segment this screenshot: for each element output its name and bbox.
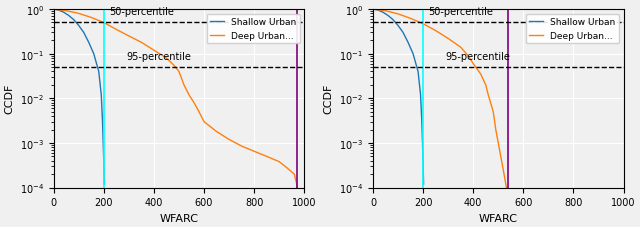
Deep Urban... [504,200,512,202]
Deep Urban... [291,173,298,176]
Y-axis label: CCDF: CCDF [323,84,333,114]
Text: 50-percentile: 50-percentile [109,7,174,17]
Shallow Urban [394,25,402,28]
Shallow Urban [85,42,93,44]
Shallow Urban [389,19,397,22]
Deep Urban... [495,142,502,145]
Deep Urban... [50,9,58,11]
Deep Urban... [138,42,145,44]
Shallow Urban [75,25,83,28]
Shallow Urban [70,19,77,22]
Deep Urban... [163,57,170,60]
Shallow Urban [379,12,387,15]
Deep Urban... [263,155,271,158]
Shallow Urban [90,53,97,56]
Shallow Urban [97,94,105,97]
Deep Urban... [381,10,389,13]
Y-axis label: CCDF: CCDF [4,84,14,114]
Deep Urban... [125,35,132,38]
Shallow Urban [50,9,58,11]
Shallow Urban [404,42,412,44]
Shallow Urban [374,10,382,12]
X-axis label: WFARC: WFARC [159,213,198,223]
Deep Urban... [170,65,178,67]
Deep Urban... [497,155,504,158]
Shallow Urban [95,71,102,74]
Deep Urban... [100,22,108,25]
Deep Urban... [62,10,70,13]
Line: Shallow Urban: Shallow Urban [54,10,104,184]
Deep Urban... [283,166,291,169]
Shallow Urban [399,32,407,35]
Deep Urban... [113,29,120,32]
Shallow Urban [65,15,72,18]
Deep Urban... [432,30,440,33]
Deep Urban... [200,121,208,123]
Deep Urban... [490,111,497,114]
Deep Urban... [75,13,83,16]
Deep Urban... [294,200,302,202]
Deep Urban... [457,47,465,49]
Deep Urban... [195,111,203,114]
Deep Urban... [225,138,233,141]
Shallow Urban [100,160,108,162]
Deep Urban... [190,102,198,105]
Deep Urban... [444,38,452,41]
Deep Urban... [492,128,500,131]
Deep Urban... [250,150,258,153]
Shallow Urban [414,71,422,74]
Shallow Urban [420,183,428,186]
Shallow Urban [55,10,63,12]
Deep Urban... [482,84,490,87]
X-axis label: WFARC: WFARC [479,213,518,223]
Deep Urban... [185,94,193,97]
Deep Urban... [419,23,427,26]
Shallow Urban [384,15,392,18]
Legend: Shallow Urban, Deep Urban...: Shallow Urban, Deep Urban... [526,15,619,44]
Text: 50-percentile: 50-percentile [428,7,493,17]
Deep Urban... [465,55,472,58]
Shallow Urban [419,160,427,162]
Deep Urban... [180,84,188,87]
Shallow Urban [409,53,417,56]
Deep Urban... [275,161,283,163]
Text: 95-percentile: 95-percentile [127,51,191,61]
Shallow Urban [80,32,88,35]
Deep Urban... [406,18,414,21]
Deep Urban... [150,49,157,52]
Shallow Urban [60,12,67,15]
Deep Urban... [238,145,246,148]
Legend: Shallow Urban, Deep Urban...: Shallow Urban, Deep Urban... [207,15,300,44]
Deep Urban... [369,9,377,11]
Shallow Urban [99,121,106,123]
Deep Urban... [502,183,509,186]
Line: Shallow Urban: Shallow Urban [373,10,424,184]
Deep Urban... [88,17,95,20]
Deep Urban... [484,94,492,97]
Shallow Urban [417,94,424,97]
Deep Urban... [469,63,477,66]
Line: Deep Urban...: Deep Urban... [54,10,298,201]
Text: 95-percentile: 95-percentile [446,51,511,61]
Shallow Urban [369,9,377,11]
Shallow Urban [418,121,426,123]
Deep Urban... [293,183,301,186]
Line: Deep Urban...: Deep Urban... [373,10,508,201]
Deep Urban... [477,73,484,76]
Deep Urban... [499,169,507,171]
Deep Urban... [212,131,220,133]
Shallow Urban [100,183,108,186]
Deep Urban... [394,13,402,16]
Deep Urban... [175,71,183,74]
